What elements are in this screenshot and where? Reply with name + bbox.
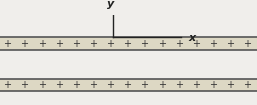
Text: +: +: [72, 80, 80, 90]
Text: +: +: [140, 80, 148, 90]
Text: +: +: [21, 39, 29, 49]
Text: +: +: [226, 39, 234, 49]
Text: +: +: [89, 39, 97, 49]
Text: +: +: [158, 39, 166, 49]
Text: +: +: [243, 80, 251, 90]
Text: +: +: [243, 39, 251, 49]
Text: +: +: [123, 80, 131, 90]
Text: +: +: [123, 39, 131, 49]
Text: +: +: [175, 80, 183, 90]
Text: x: x: [188, 33, 196, 43]
Text: +: +: [106, 80, 114, 90]
Text: +: +: [38, 39, 45, 49]
Text: +: +: [21, 80, 29, 90]
Text: +: +: [3, 80, 11, 90]
Text: +: +: [55, 39, 63, 49]
Bar: [0, 37, 257, 50]
Text: +: +: [140, 39, 148, 49]
Text: +: +: [89, 80, 97, 90]
Text: +: +: [3, 39, 11, 49]
Text: +: +: [175, 39, 183, 49]
Text: +: +: [192, 80, 200, 90]
Text: +: +: [226, 80, 234, 90]
Text: +: +: [192, 39, 200, 49]
Text: +: +: [106, 39, 114, 49]
Text: +: +: [72, 39, 80, 49]
Text: +: +: [209, 80, 217, 90]
Text: +: +: [158, 80, 166, 90]
Text: +: +: [38, 80, 45, 90]
Text: y: y: [106, 0, 114, 9]
Bar: [0, 79, 257, 91]
Text: +: +: [209, 39, 217, 49]
Text: +: +: [55, 80, 63, 90]
